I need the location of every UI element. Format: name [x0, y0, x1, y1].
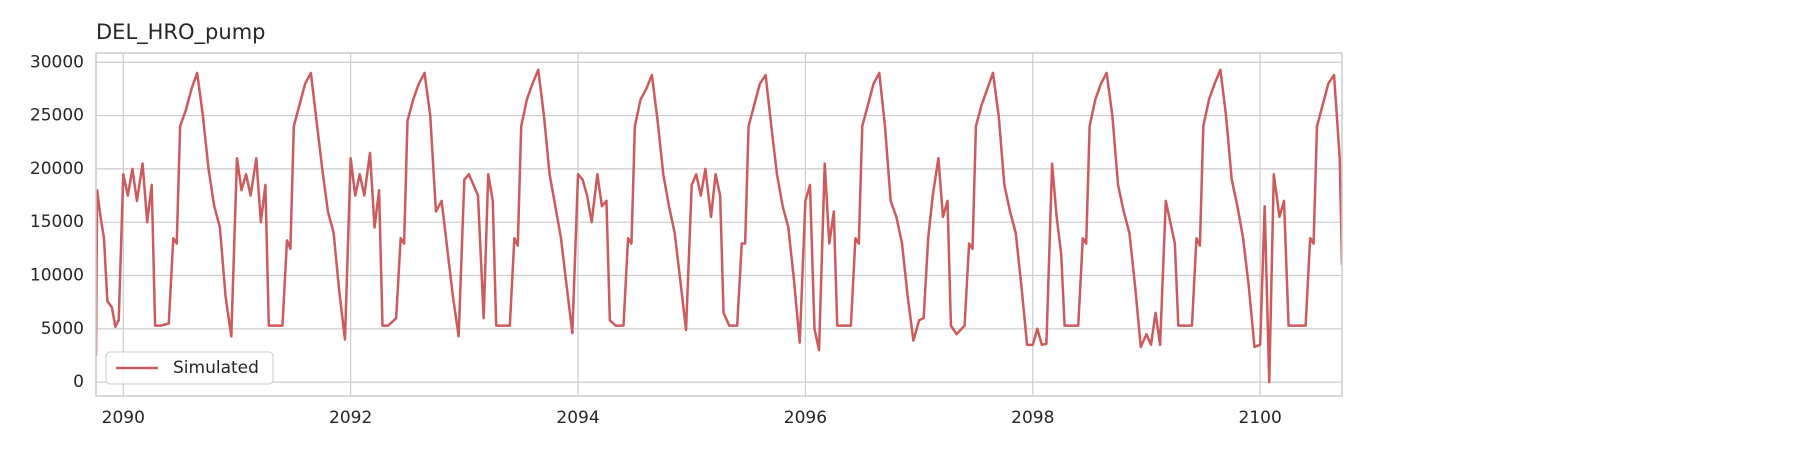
x-tick-label: 2090 [102, 408, 145, 428]
x-tick-label: 2098 [1011, 408, 1054, 428]
y-tick-label: 15000 [30, 212, 84, 232]
chart-title: DEL_HRO_pump [96, 20, 265, 45]
y-tick-label: 25000 [30, 106, 84, 126]
plot-background [96, 53, 1342, 396]
y-tick-label: 30000 [30, 52, 84, 72]
y-tick-label: 10000 [30, 266, 84, 286]
legend-label: Simulated [173, 358, 259, 378]
x-tick-label: 2100 [1239, 408, 1282, 428]
legend: Simulated [105, 351, 274, 385]
line [96, 68, 1342, 384]
plot-frame [95, 52, 1343, 397]
x-tick-label: 2096 [784, 408, 827, 428]
x-tick-label: 2094 [556, 408, 599, 428]
y-tick-label: 0 [73, 372, 84, 392]
y-tick-label: 20000 [30, 159, 84, 179]
legend-frame [105, 351, 274, 385]
y-tick-label: 5000 [41, 319, 84, 339]
x-tick-label: 2092 [329, 408, 372, 428]
